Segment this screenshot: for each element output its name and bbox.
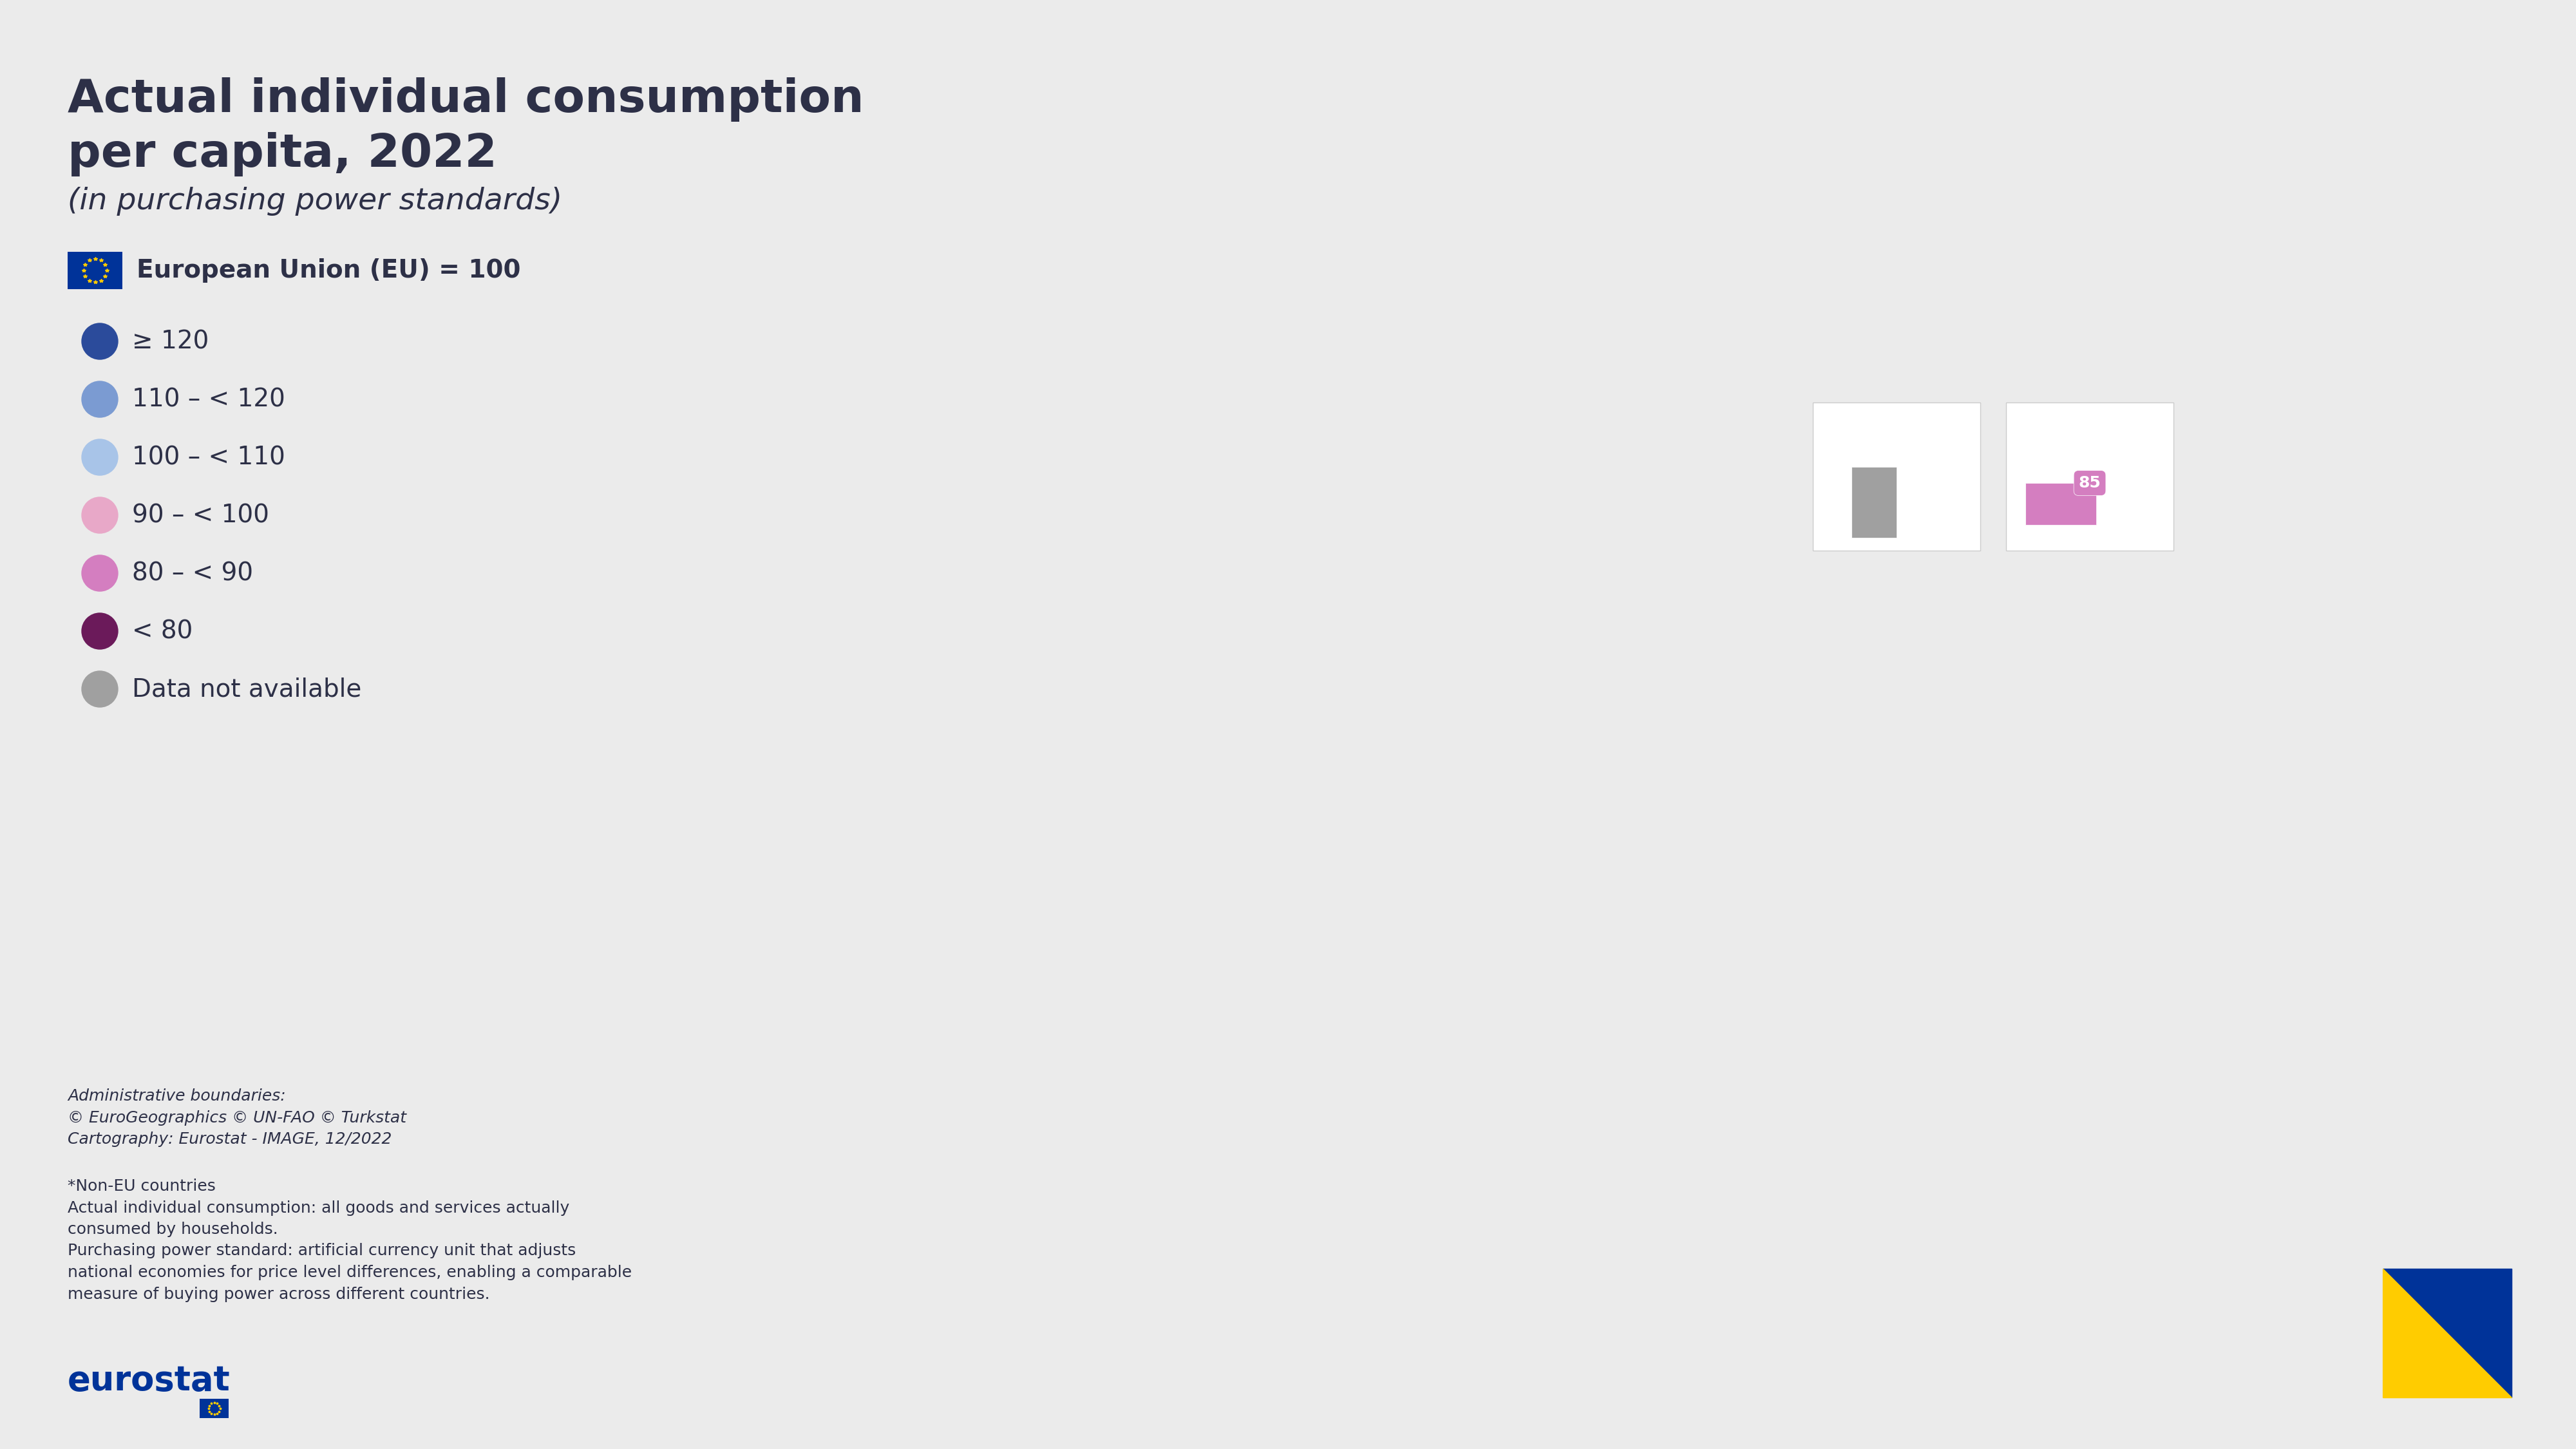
Text: < 80: < 80: [131, 619, 193, 643]
FancyBboxPatch shape: [1814, 403, 1981, 551]
Text: Actual individual consumption: Actual individual consumption: [67, 77, 863, 122]
Text: MALTA: MALTA: [2066, 419, 2112, 430]
Circle shape: [82, 323, 118, 359]
Text: 110 – < 120: 110 – < 120: [131, 387, 286, 412]
Text: Administrative boundaries:
© EuroGeographics © UN-FAO © Turkstat
Cartography: Eu: Administrative boundaries: © EuroGeograp…: [67, 1088, 407, 1148]
Text: Data not available: Data not available: [131, 677, 361, 701]
FancyBboxPatch shape: [2025, 483, 2097, 525]
FancyBboxPatch shape: [1852, 467, 1896, 538]
Text: European Union (EU) = 100: European Union (EU) = 100: [137, 258, 520, 283]
Circle shape: [82, 381, 118, 417]
Text: per capita, 2022: per capita, 2022: [67, 132, 497, 177]
FancyBboxPatch shape: [201, 1398, 229, 1419]
Circle shape: [82, 439, 118, 475]
Text: 85: 85: [2079, 475, 2102, 491]
Text: (in purchasing power standards): (in purchasing power standards): [67, 187, 562, 216]
Polygon shape: [2383, 1269, 2512, 1397]
Text: 90 – < 100: 90 – < 100: [131, 503, 268, 527]
Polygon shape: [2383, 1269, 2512, 1397]
Text: LIECHTENSTEIN: LIECHTENSTEIN: [1842, 419, 1953, 430]
Circle shape: [82, 613, 118, 649]
Text: 100 – < 110: 100 – < 110: [131, 445, 286, 469]
Text: eurostat: eurostat: [67, 1364, 229, 1397]
FancyBboxPatch shape: [2007, 403, 2174, 551]
FancyBboxPatch shape: [67, 252, 124, 290]
Text: 80 – < 90: 80 – < 90: [131, 561, 252, 585]
Circle shape: [82, 497, 118, 533]
Circle shape: [82, 555, 118, 591]
Text: ≥ 120: ≥ 120: [131, 329, 209, 354]
Text: *Non-EU countries
Actual individual consumption: all goods and services actually: *Non-EU countries Actual individual cons…: [67, 1178, 631, 1301]
Circle shape: [82, 671, 118, 707]
